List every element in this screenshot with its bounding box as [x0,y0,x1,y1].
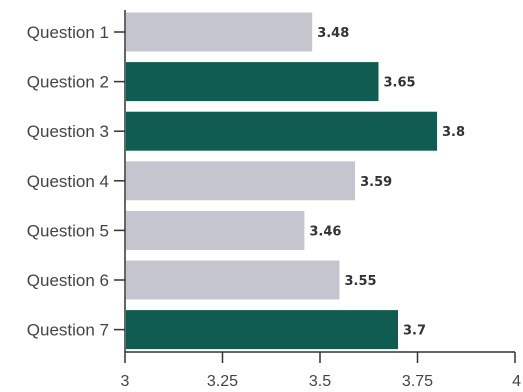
value-label-question-1: 3.48 [317,26,349,41]
category-label-question-5: Question 5 [27,221,109,240]
x-tick-label-5: 4 [512,373,521,390]
value-label-question-6: 3.55 [345,274,377,289]
x-tick-label-1: 3 [121,373,130,390]
category-label-question-6: Question 6 [27,271,109,290]
value-label-question-3: 3.8 [442,125,465,140]
bar-question-4 [126,161,356,201]
value-label-question-4: 3.59 [360,175,392,190]
category-label-question-2: Question 2 [27,73,109,92]
bar-question-6 [126,260,340,300]
x-tick-label-3: 3.5 [309,373,331,390]
category-label-question-3: Question 3 [27,122,109,141]
labels-layer: 3.48 Question 1 3.65 Question 2 3.8 Question … [27,23,521,390]
category-label-question-7: Question 7 [27,321,109,340]
value-label-question-5: 3.46 [309,224,341,239]
bar-question-1 [126,12,313,52]
bars-layer [126,12,437,350]
x-tick-label-4: 3.75 [402,373,433,390]
category-label-question-4: Question 4 [27,172,109,191]
value-label-question-7: 3.7 [403,324,426,339]
axes-layer [114,10,516,363]
bar-question-2 [126,62,379,102]
x-tick-label-2: 3.25 [207,373,238,390]
bar-question-5 [126,210,305,250]
bar-question-7 [126,310,398,350]
value-label-question-2: 3.65 [384,76,416,91]
category-label-question-1: Question 1 [27,23,109,42]
bar-question-3 [126,111,437,151]
